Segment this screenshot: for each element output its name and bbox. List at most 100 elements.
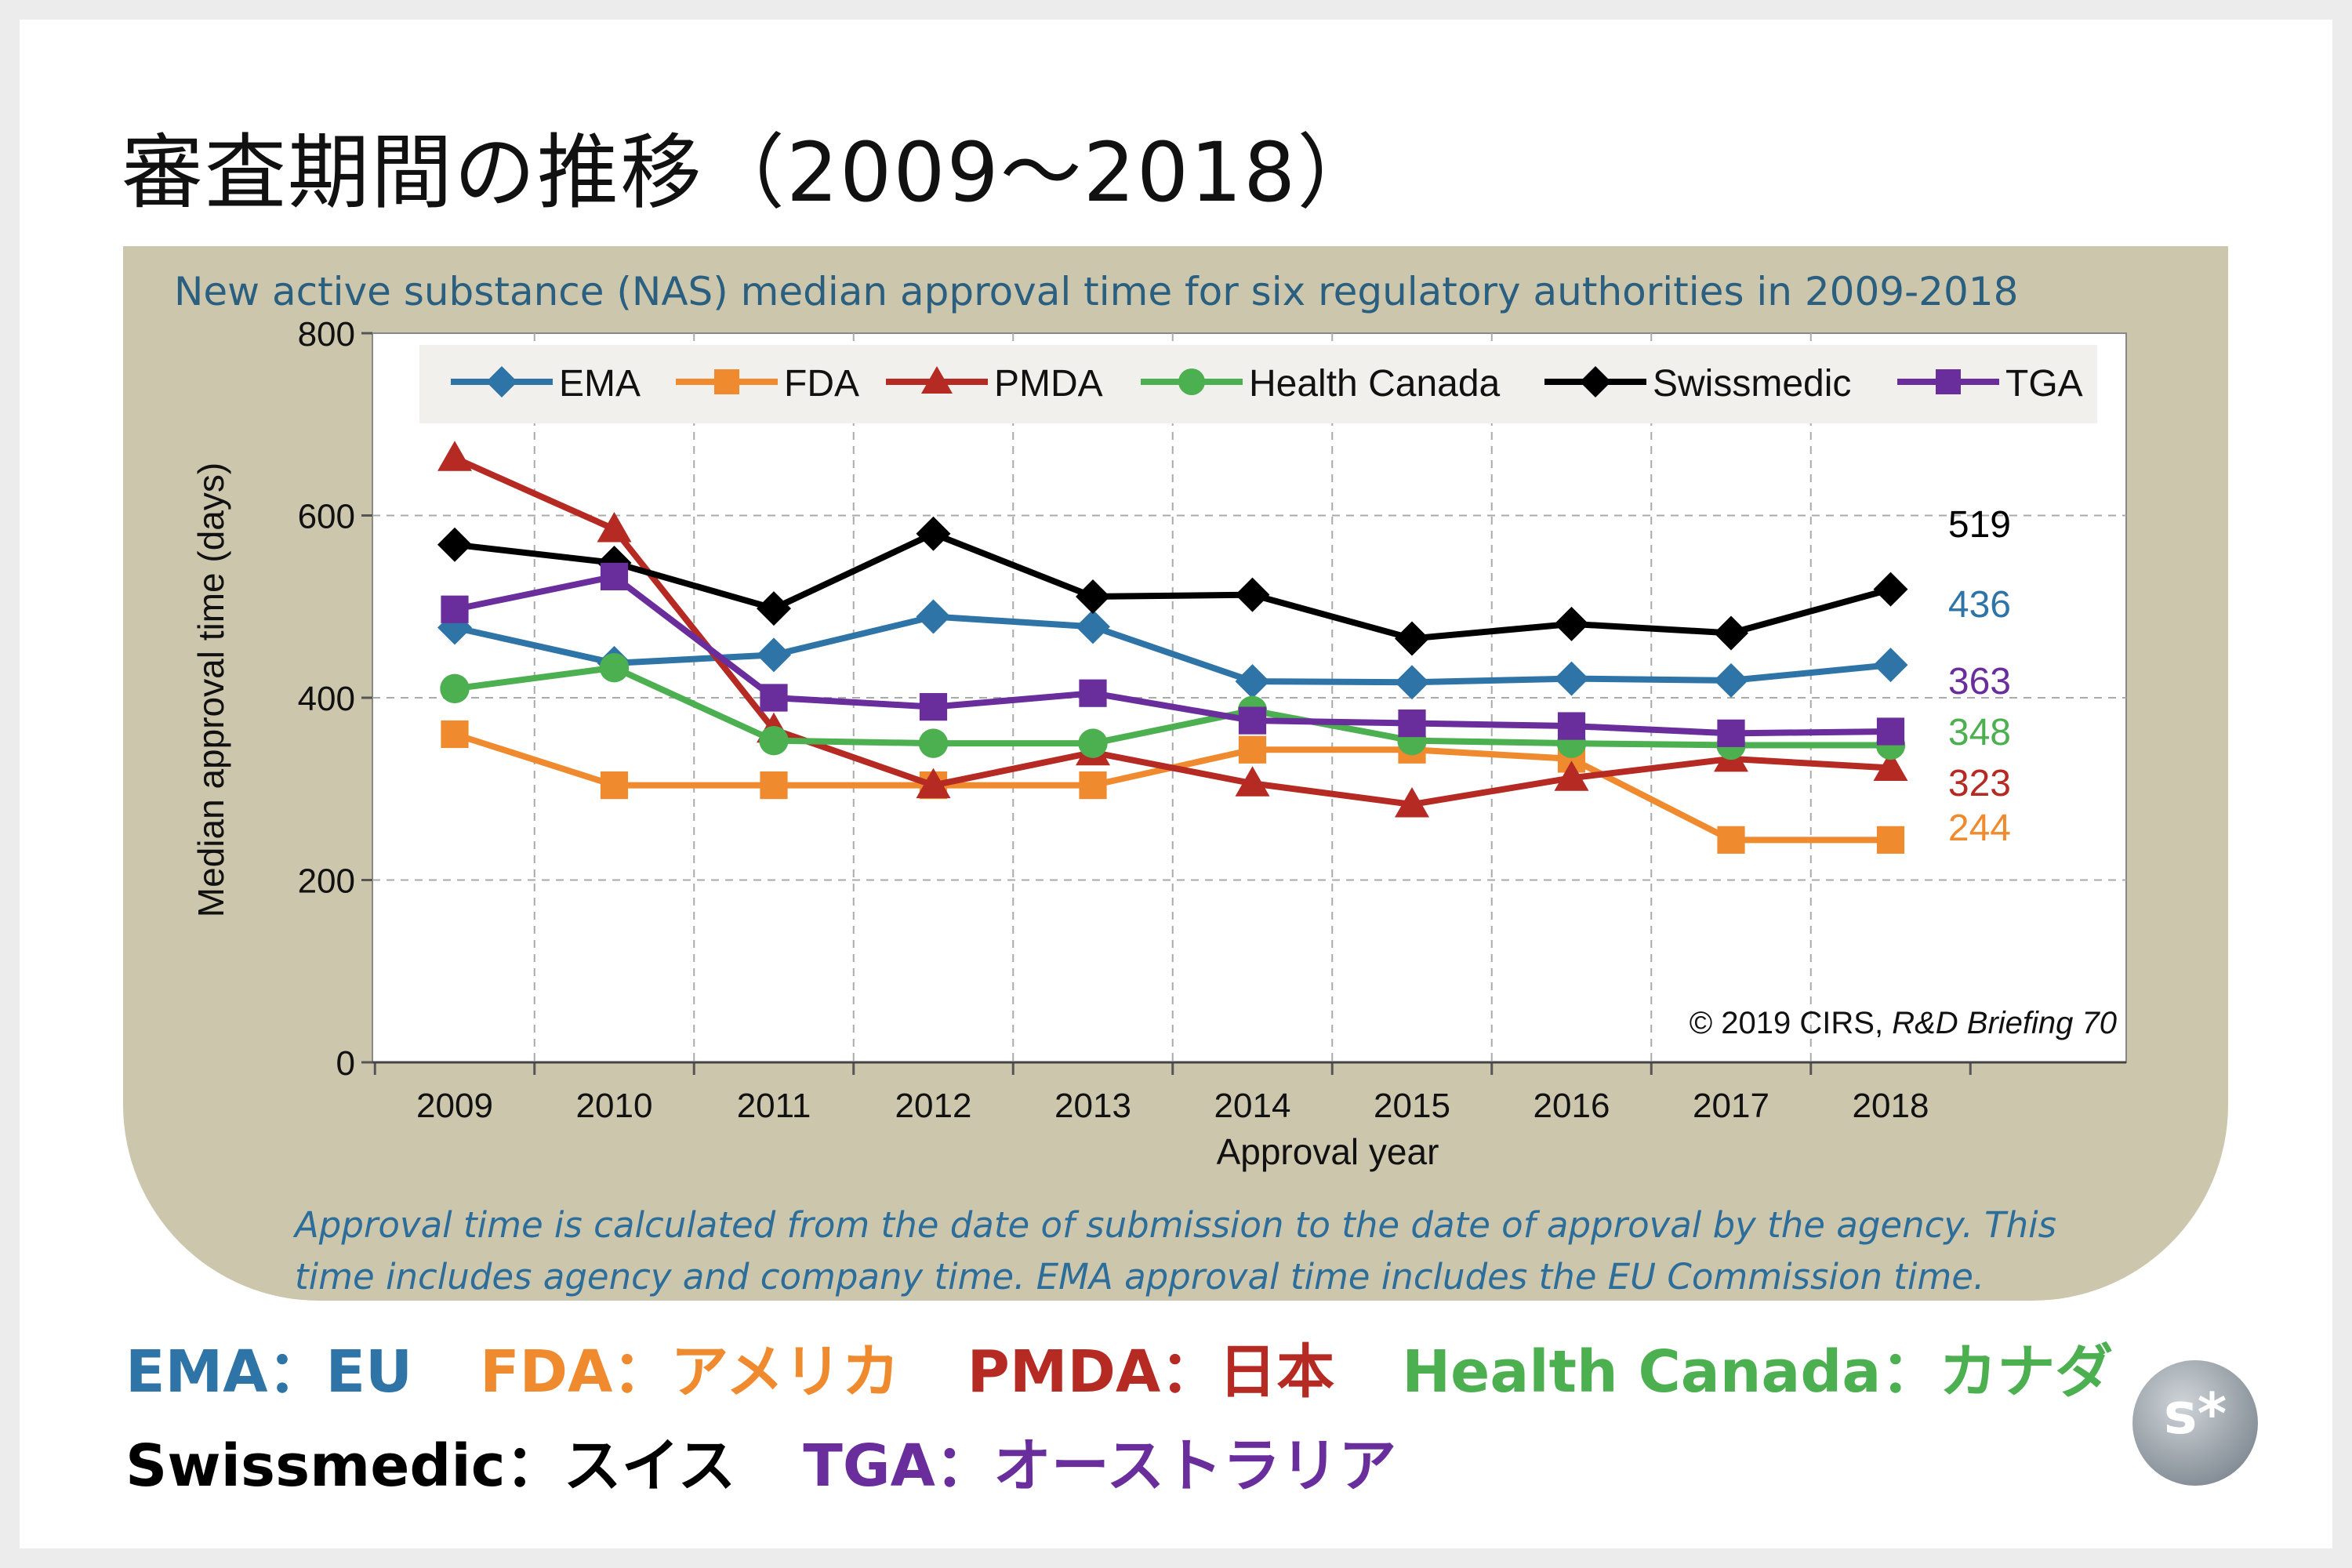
data-point xyxy=(918,728,949,758)
legend-label: Swissmedic xyxy=(1653,363,1851,405)
end-value-label: 244 xyxy=(1948,808,2011,849)
series-line-ema xyxy=(454,613,1891,686)
x-tick-label: 2012 xyxy=(895,1087,972,1125)
logo: s* xyxy=(2132,1360,2258,1486)
data-point xyxy=(1554,606,1589,641)
chart-footnote: Approval time is calculated from the dat… xyxy=(295,1204,2057,1298)
data-point xyxy=(1717,719,1745,747)
agency-legend-row-2: Swissmedic：スイス TGA：オーストラリア xyxy=(125,1419,1396,1503)
end-value-label: 348 xyxy=(1948,712,2011,753)
legend-label: EMA xyxy=(559,363,641,405)
y-tick-label: 400 xyxy=(298,680,355,718)
agency-abbr: TGA xyxy=(803,1432,935,1500)
end-value-label: 323 xyxy=(1948,763,2011,804)
x-tick-label: 2015 xyxy=(1374,1087,1450,1125)
data-point xyxy=(1238,706,1267,735)
data-point xyxy=(599,652,630,683)
data-point xyxy=(1235,766,1270,797)
data-point xyxy=(600,562,629,590)
data-point xyxy=(1079,771,1107,800)
agency-region: 日本 xyxy=(1218,1338,1335,1406)
agency-region: オーストラリア xyxy=(993,1432,1397,1500)
data-point xyxy=(1076,579,1110,614)
legend-label: TGA xyxy=(2005,363,2083,405)
x-tick-label: 2010 xyxy=(576,1087,653,1125)
x-tick-label: 2016 xyxy=(1534,1087,1610,1125)
agency-sep: ： xyxy=(267,1338,326,1406)
data-point xyxy=(1395,665,1429,700)
legend-label: FDA xyxy=(784,363,859,405)
agency-abbr: Health Canada xyxy=(1402,1338,1882,1406)
y-tick-label: 600 xyxy=(298,498,355,536)
data-point xyxy=(1076,609,1110,644)
data-point xyxy=(1873,648,1908,683)
data-point xyxy=(1557,712,1586,740)
data-point xyxy=(1873,572,1908,607)
agency-pmda: PMDA：日本 xyxy=(967,1325,1335,1409)
agency-region: カナダ xyxy=(1939,1338,2114,1406)
x-tick-label: 2011 xyxy=(737,1087,811,1125)
y-tick-label: 200 xyxy=(298,862,355,901)
agency-legend-row-1: EMA：EU FDA：アメリカ PMDA：日本 Health Canada：カナダ xyxy=(125,1325,2113,1409)
data-point xyxy=(597,511,632,543)
data-point xyxy=(916,599,951,634)
data-point xyxy=(757,637,791,673)
series-line-health-canada xyxy=(454,664,1891,749)
agency-health-canada: Health Canada：カナダ xyxy=(1402,1325,2113,1409)
data-point xyxy=(1395,621,1429,656)
data-point xyxy=(1238,735,1267,764)
series-line-pmda xyxy=(453,455,1891,808)
data-point xyxy=(1078,728,1108,758)
agency-sep: ： xyxy=(1881,1338,1940,1406)
agency-abbr: PMDA xyxy=(967,1338,1161,1406)
data-point xyxy=(1873,750,1908,782)
agency-sep: ： xyxy=(505,1432,564,1500)
agency-abbr: EMA xyxy=(125,1338,268,1406)
data-point xyxy=(441,595,469,623)
agency-swissmedic: Swissmedic：スイス xyxy=(125,1419,735,1503)
data-point xyxy=(1079,679,1107,707)
y-tick-label: 0 xyxy=(336,1044,355,1083)
legend-label: PMDA xyxy=(994,363,1103,405)
x-tick-label: 2018 xyxy=(1853,1087,1929,1125)
x-tick-label: 2014 xyxy=(1214,1087,1291,1125)
data-point xyxy=(437,441,472,471)
data-point xyxy=(1714,615,1748,651)
page-title: 審査期間の推移（2009～2018） xyxy=(122,125,1381,220)
data-point xyxy=(1554,661,1589,696)
end-value-label: 519 xyxy=(1948,504,2011,546)
series-line-tga xyxy=(454,573,1891,737)
data-point xyxy=(916,516,951,551)
data-point xyxy=(1398,709,1426,738)
x-tick-label: 2009 xyxy=(416,1087,493,1125)
data-point xyxy=(1876,826,1905,854)
end-value-label: 436 xyxy=(1948,584,2011,626)
y-axis-label: Median approval time (days) xyxy=(191,463,231,917)
agency-abbr: Swissmedic xyxy=(125,1432,506,1500)
agency-abbr: FDA xyxy=(480,1338,613,1406)
agency-sep: ： xyxy=(1160,1338,1219,1406)
x-axis-label: Approval year xyxy=(1217,1131,1439,1172)
legend-marker xyxy=(486,366,517,397)
data-point xyxy=(1554,760,1589,791)
agency-region: スイス xyxy=(563,1432,736,1500)
data-point xyxy=(437,527,472,562)
legend-marker xyxy=(921,366,953,394)
x-tick-label: 2017 xyxy=(1693,1087,1769,1125)
data-point xyxy=(919,693,948,721)
data-point xyxy=(916,768,951,799)
data-point xyxy=(1395,787,1429,818)
legend-marker xyxy=(1580,366,1611,397)
logo-text: s* xyxy=(2163,1381,2227,1446)
data-point xyxy=(759,725,789,756)
legend-marker xyxy=(714,369,739,394)
legend-marker xyxy=(1178,368,1205,395)
data-point xyxy=(1876,717,1905,746)
end-value-label: 363 xyxy=(1948,661,2011,702)
legend-marker xyxy=(1936,369,1961,394)
data-point xyxy=(1717,826,1745,854)
legend-label: Health Canada xyxy=(1249,363,1501,405)
agency-tga: TGA：オーストラリア xyxy=(803,1419,1396,1503)
y-tick-label: 800 xyxy=(298,315,355,354)
